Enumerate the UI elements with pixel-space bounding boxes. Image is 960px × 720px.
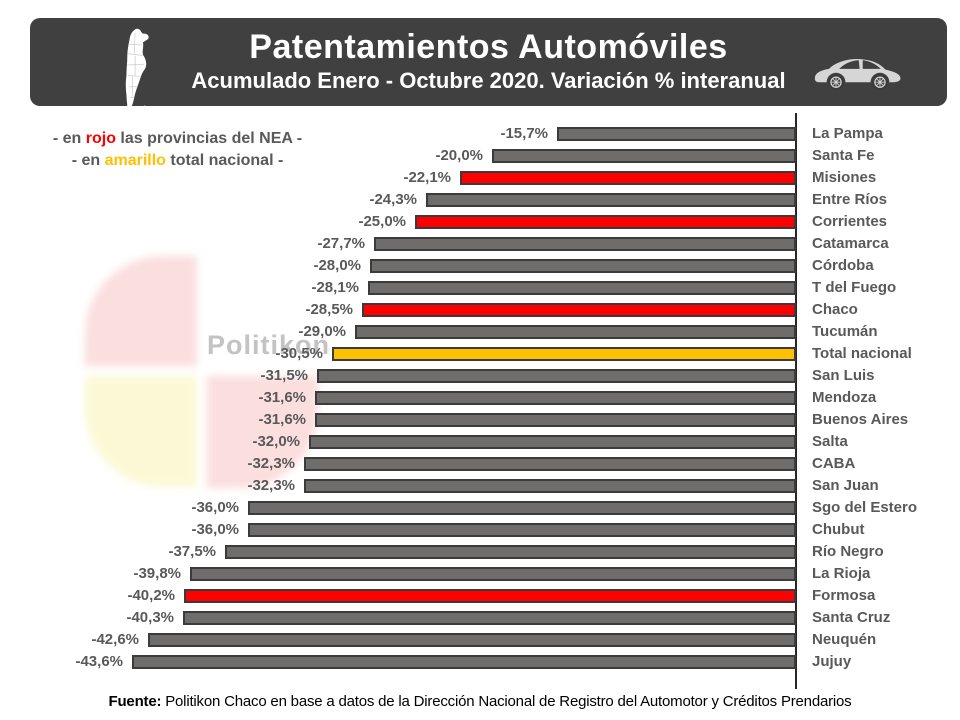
legend-text: - en [71, 152, 105, 169]
legend-line-national: - en amarillo total nacional - [10, 150, 345, 172]
category-label: Tucumán [812, 322, 878, 340]
bar [309, 434, 796, 449]
bar [370, 258, 796, 273]
car-wheel-rear [872, 74, 888, 91]
bar-value-label: -36,0% [191, 520, 239, 538]
category-label: Corrientes [812, 212, 888, 230]
bar-value-label: -40,3% [126, 608, 174, 626]
category-label: T del Fuego [812, 278, 897, 296]
bar-value-label: -15,7% [500, 124, 548, 142]
source-label: Fuente: [108, 693, 162, 710]
car-wheel-front [828, 74, 844, 91]
bar-value-label: -36,0% [191, 498, 239, 516]
bar [148, 632, 796, 647]
category-label: Neuquén [812, 630, 877, 648]
category-label: Chubut [812, 520, 865, 538]
category-label: Entre Ríos [812, 190, 888, 208]
bar [248, 500, 796, 515]
bar [368, 280, 796, 295]
category-label: San Juan [812, 476, 879, 494]
bar-value-label: -25,0% [358, 212, 406, 230]
bar-value-label: -37,5% [168, 542, 216, 560]
bar [304, 478, 796, 493]
category-label: Catamarca [812, 234, 889, 252]
bar-value-label: -24,3% [369, 190, 417, 208]
bar-value-label: -28,0% [313, 256, 361, 274]
bar-value-label: -32,3% [247, 454, 295, 472]
category-label: Santa Fe [812, 146, 875, 164]
bar [132, 654, 796, 669]
category-label: Salta [812, 432, 848, 450]
car-icon [814, 59, 901, 91]
bar [225, 544, 796, 559]
category-label: La Pampa [812, 124, 883, 142]
bar [304, 456, 796, 471]
bar [355, 324, 796, 339]
bar-value-label: -43,6% [75, 652, 123, 670]
header-banner: Patentamientos Automóviles Acumulado Ene… [30, 18, 947, 115]
bar-value-label: -40,2% [127, 586, 175, 604]
category-label: Jujuy [812, 652, 852, 670]
bar-value-label: -27,7% [317, 234, 365, 252]
bar [557, 126, 796, 141]
bar [492, 148, 796, 163]
bar-value-label: -20,0% [435, 146, 483, 164]
category-label: La Rioja [812, 564, 871, 582]
bar [248, 522, 796, 537]
category-label: Río Negro [812, 542, 884, 560]
bar [426, 192, 796, 207]
bar [415, 214, 796, 229]
category-label: Chaco [812, 300, 858, 318]
category-label: Misiones [812, 168, 877, 186]
page-title: Patentamientos Automóviles [249, 28, 728, 66]
bar [184, 588, 796, 603]
bar [362, 302, 796, 317]
bar [315, 390, 796, 405]
argentina-map-icon [125, 28, 149, 115]
legend-text: - en [52, 130, 86, 147]
bar-value-label: -32,0% [252, 432, 300, 450]
category-label: Sgo del Estero [812, 498, 918, 516]
category-label: Formosa [812, 586, 876, 604]
legend-red-word: rojo [85, 130, 116, 147]
legend-text: las provincias del NEA - [115, 130, 303, 147]
bar [317, 368, 796, 383]
legend-line-nea: - en rojo las provincias del NEA - [10, 128, 345, 150]
bar-value-label: -30,5% [275, 344, 323, 362]
category-label: Total nacional [812, 344, 912, 362]
bar-value-label: -42,6% [91, 630, 139, 648]
category-label: Córdoba [812, 256, 874, 274]
legend-text: total nacional - [165, 152, 284, 169]
bar [332, 346, 796, 361]
bar-value-label: -28,1% [311, 278, 359, 296]
page-subtitle: Acumulado Enero - Octubre 2020. Variació… [191, 68, 786, 93]
category-label: Mendoza [812, 388, 877, 406]
bar [460, 170, 796, 185]
bar-value-label: -31,6% [258, 388, 306, 406]
bar [315, 412, 796, 427]
bar-value-label: -28,5% [305, 300, 353, 318]
category-label: CABA [812, 454, 856, 472]
legend-yellow-word: amarillo [104, 152, 166, 169]
color-legend: - en rojo las provincias del NEA - - en … [10, 128, 345, 172]
bar-value-label: -32,3% [247, 476, 295, 494]
category-label: San Luis [812, 366, 875, 384]
source-text: Politikon Chaco en base a datos de la Di… [161, 693, 852, 710]
bar-value-label: -29,0% [298, 322, 346, 340]
bar-value-label: -31,6% [258, 410, 306, 428]
bar-value-label: -31,5% [260, 366, 308, 384]
politikon-watermark-text: Politikon [207, 330, 330, 360]
source-note: Fuente: Politikon Chaco en base a datos … [0, 693, 960, 710]
bar-value-label: -22,1% [403, 168, 451, 186]
bar [183, 610, 796, 625]
bar-value-label: -39,8% [133, 564, 181, 582]
bar [374, 236, 796, 251]
zero-axis-line [795, 113, 797, 689]
bar [190, 566, 796, 581]
category-label: Santa Cruz [812, 608, 891, 626]
category-label: Buenos Aires [812, 410, 909, 428]
